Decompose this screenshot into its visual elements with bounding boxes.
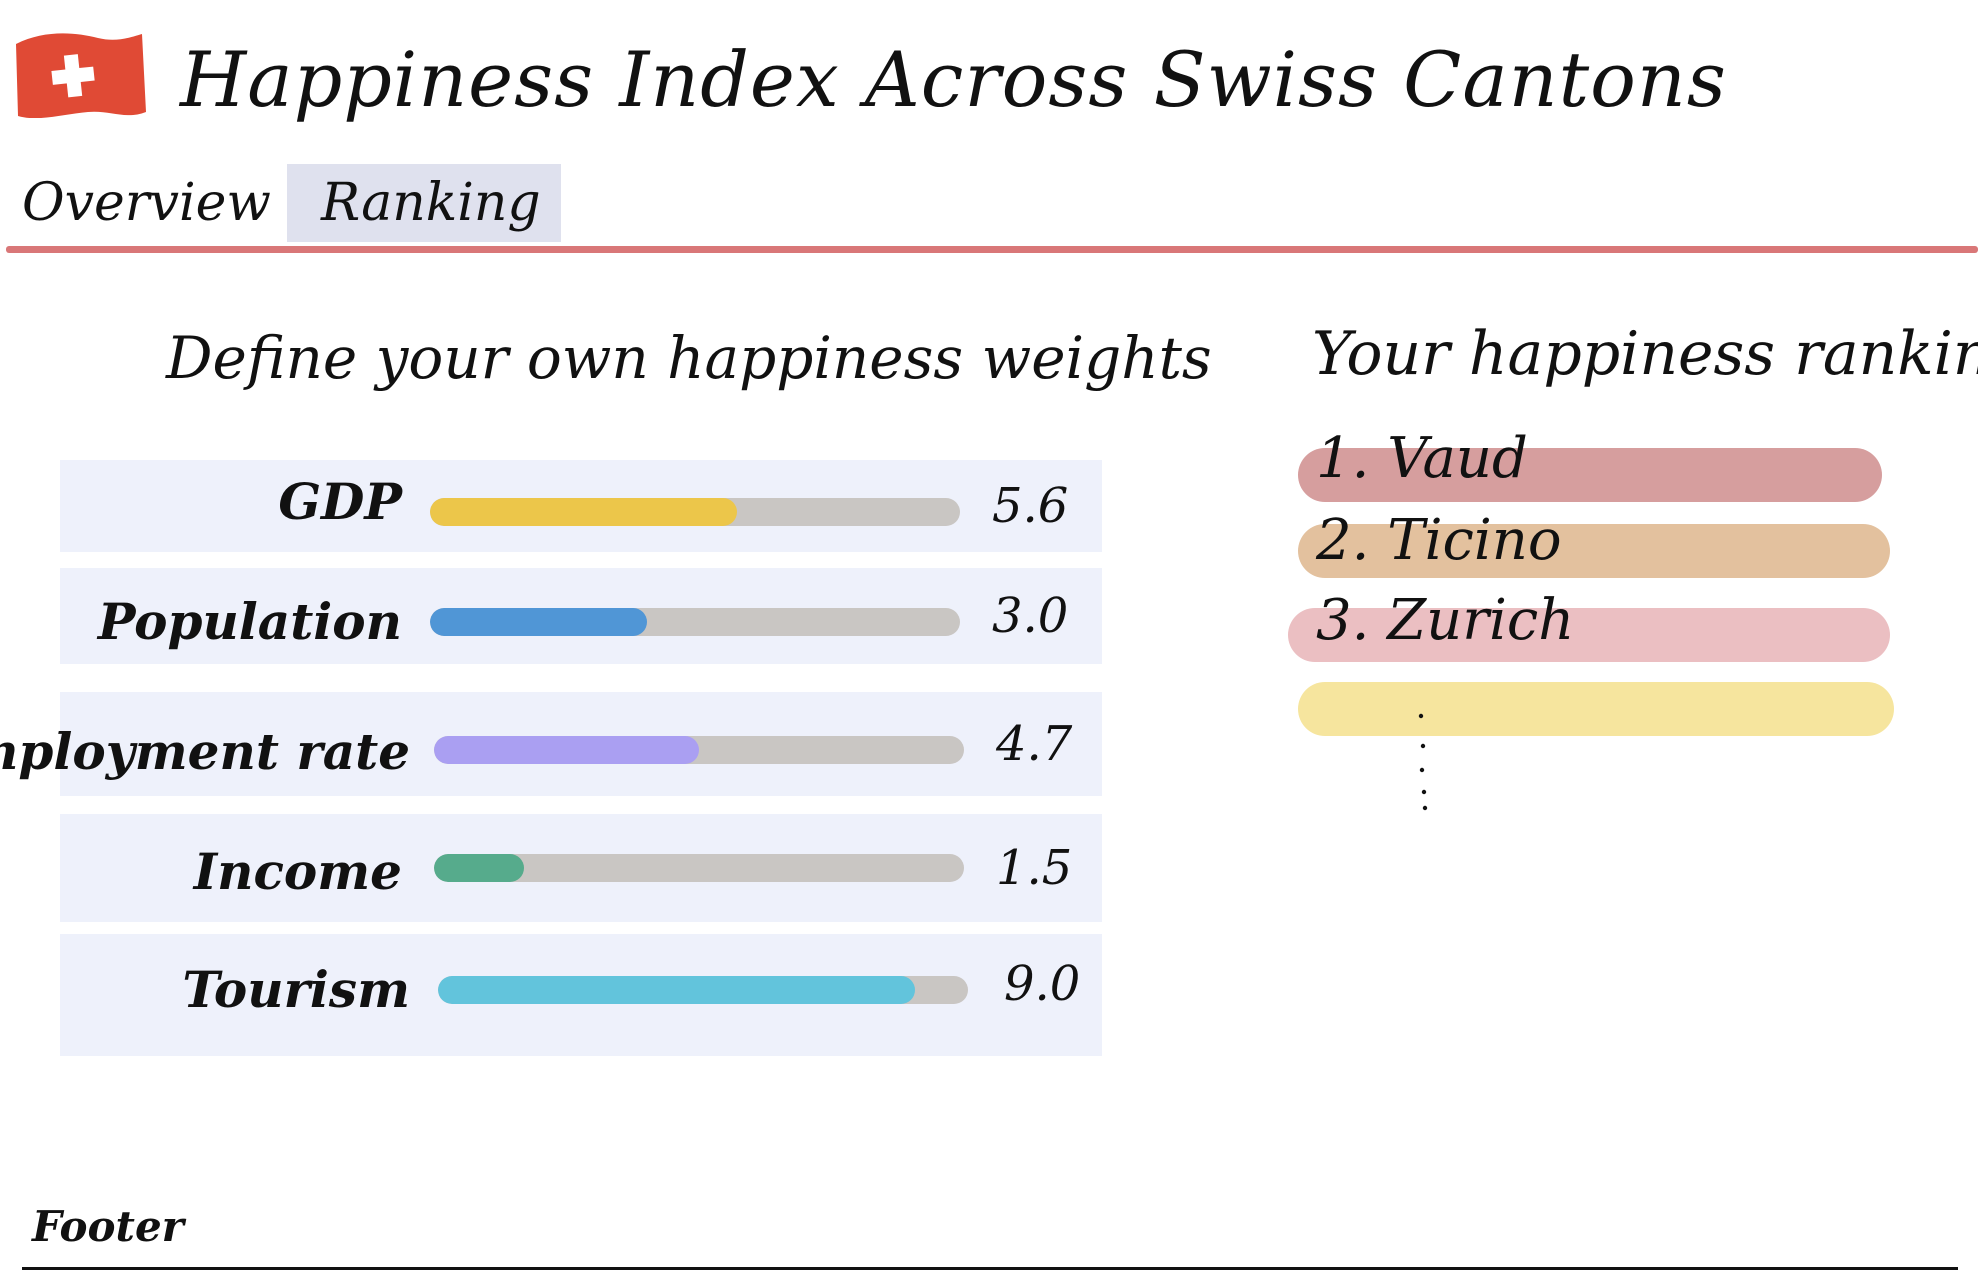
ranking-item[interactable]: 1. Vaud — [1298, 426, 1882, 502]
footer-label: Footer — [32, 1202, 184, 1251]
tab-bar: Overview Ranking — [6, 164, 561, 242]
ranking-item[interactable]: 2. Ticino — [1298, 508, 1890, 578]
weight-value: 4.7 — [996, 716, 1073, 772]
weight-value: 3.0 — [992, 588, 1069, 644]
weight-row-tourism: Tourism 9.0 — [60, 934, 1102, 1056]
swiss-flag-icon — [16, 33, 146, 118]
ranking-item[interactable] — [1298, 682, 1894, 736]
employment-rate-slider[interactable] — [434, 736, 964, 764]
footer-divider — [22, 1267, 1958, 1270]
ranking-item-label: 1. Vaud — [1316, 426, 1528, 491]
weight-value: 9.0 — [1004, 956, 1081, 1012]
weight-row-employment-rate: Employment rate 4.7 — [0, 692, 1102, 796]
gdp-slider[interactable] — [430, 498, 960, 526]
tourism-slider[interactable] — [438, 976, 968, 1004]
weight-label: Population — [97, 592, 402, 651]
ranking-item-label: 2. Ticino — [1316, 508, 1562, 573]
slider-fill — [434, 736, 699, 764]
slider-fill — [438, 976, 915, 1004]
weight-label: Employment rate — [0, 722, 410, 781]
header-divider — [6, 246, 1978, 253]
tab-ranking[interactable]: Ranking — [286, 164, 561, 242]
slider-fill — [434, 854, 525, 882]
weight-label: Income — [193, 842, 402, 901]
weight-label: Tourism — [182, 960, 410, 1019]
tab-overview[interactable]: Overview — [22, 173, 271, 233]
ranking-item-label: 3. Zurich — [1316, 588, 1575, 653]
ranking-item[interactable]: 3. Zurich — [1288, 588, 1890, 662]
weight-row-income: Income 1.5 — [60, 814, 1102, 922]
slider-fill — [430, 608, 648, 636]
weight-label: GDP — [278, 472, 402, 531]
more-items-ellipsis-icon — [1418, 713, 1428, 811]
app-title: Happiness Index Across Swiss Cantons — [180, 35, 1727, 124]
population-slider[interactable] — [430, 608, 960, 636]
slider-fill — [430, 498, 738, 526]
ranking-title: Your happiness ranking — [1312, 319, 1978, 389]
weight-row-population: Population 3.0 — [60, 568, 1102, 664]
weights-title: Define your own happiness weights — [166, 324, 1212, 392]
income-slider[interactable] — [434, 854, 964, 882]
weight-value: 5.6 — [992, 478, 1069, 534]
weight-value: 1.5 — [996, 840, 1073, 896]
weight-row-gdp: GDP 5.6 — [60, 460, 1102, 552]
